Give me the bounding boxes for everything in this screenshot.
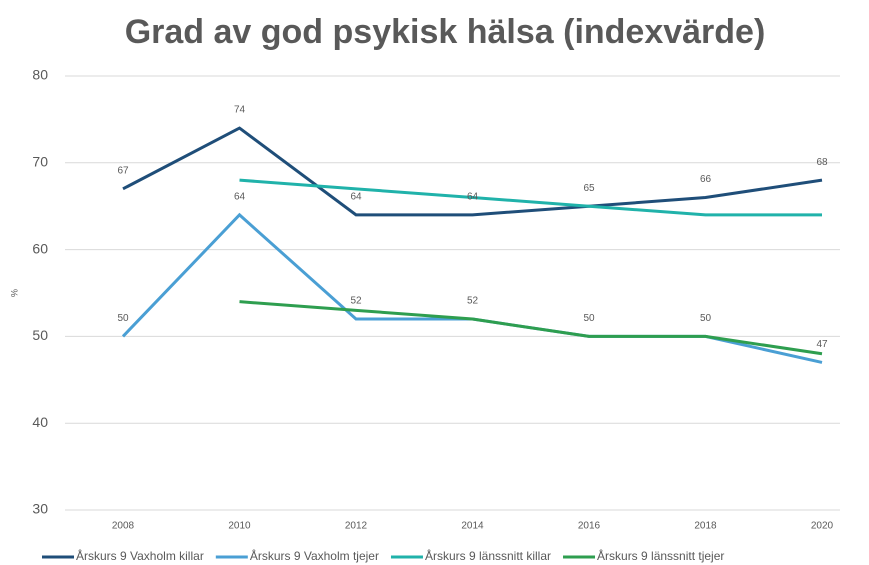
x-tick-label: 2008 [112,521,135,532]
y-tick-label: 70 [32,154,48,170]
data-label: 74 [234,105,246,116]
legend-label: Årskurs 9 Vaxholm killar [76,548,204,563]
series-line [239,178,822,217]
y-tick-label: 30 [32,501,48,517]
y-axis-label: % [9,289,19,297]
data-label: 50 [117,313,129,324]
series-line [121,212,823,364]
x-tick-label: 2016 [578,521,601,532]
y-tick-label: 60 [32,240,48,256]
data-label: 52 [350,296,362,307]
y-tick-label: 80 [32,67,48,83]
series-line [239,300,823,356]
x-tick-label: 2010 [228,521,251,532]
data-label: 64 [350,192,362,203]
data-label: 50 [700,313,712,324]
x-tick-label: 2020 [811,521,834,532]
data-label: 65 [583,183,595,194]
x-tick-label: 2012 [345,521,368,532]
x-tick-label: 2018 [694,521,717,532]
data-label: 64 [467,192,479,203]
data-label: 64 [234,192,246,203]
y-tick-label: 50 [32,327,48,343]
data-label: 52 [467,296,479,307]
y-tick-label: 40 [32,414,48,430]
legend-label: Årskurs 9 länssnitt killar [425,548,551,563]
data-label: 50 [583,313,595,324]
x-tick-label: 2014 [461,521,484,532]
data-label: 68 [816,157,828,168]
data-label: 67 [117,165,129,176]
data-label: 47 [816,339,828,350]
legend-label: Årskurs 9 länssnitt tjejer [597,548,724,563]
series-line [122,126,823,217]
legend-label: Årskurs 9 Vaxholm tjejer [250,548,379,563]
data-label: 66 [700,174,712,185]
chart-title: Grad av god psykisk hälsa (indexvärde) [125,13,766,51]
